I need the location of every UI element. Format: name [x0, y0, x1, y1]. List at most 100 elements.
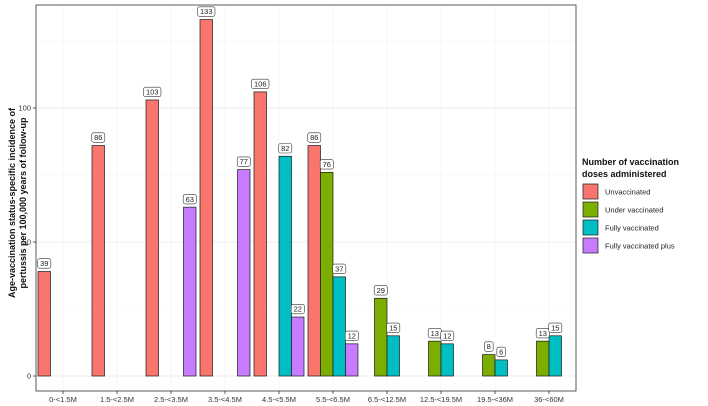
data-label-fully-vaccinated-12-5-19-5m: 12 — [440, 330, 455, 341]
bar-fully-vaccinated-plus-3-5-4-5m — [237, 169, 251, 377]
data-label-box — [278, 143, 293, 154]
x-tick-label-2-5-3-5m: 2.5-<3.5M — [154, 395, 188, 404]
legend-label-under-vaccinated: Under vaccinated — [605, 206, 663, 215]
data-label-value: 15 — [551, 323, 559, 332]
data-label-box — [332, 263, 347, 274]
bar-fully-vaccinated-36-60m — [548, 335, 562, 377]
bar-under-vaccinated-19-5-36m — [482, 354, 496, 377]
y-tick-label: 100 — [18, 104, 31, 113]
bar-under-vaccinated-36-60m — [536, 340, 550, 377]
bar-under-vaccinated-12-5-19-5m — [428, 340, 442, 377]
x-tick-label-4-5-5-5m: 4.5-<5.5M — [262, 395, 296, 404]
bar-unvaccinated-5-5-6-5m — [307, 145, 321, 377]
x-tick-label-5-5-6-5m: 5.5-<6.5M — [316, 395, 350, 404]
bar-fully-vaccinated-6-5-12-5m — [386, 335, 400, 377]
data-label-fully-vaccinated-4-5-5-5m: 82 — [278, 143, 293, 154]
x-tick-label-0-1-5m: 0-<1.5M — [49, 395, 77, 404]
x-tick-label-12-5-19-5m: 12.5-<19.5M — [420, 395, 462, 404]
data-label-value: 77 — [240, 157, 248, 166]
data-label-fully-vaccinated-5-5-6-5m: 37 — [332, 263, 347, 274]
data-label-value: 86 — [310, 133, 318, 142]
data-label-box — [440, 330, 455, 341]
data-label-value: 22 — [294, 305, 302, 314]
data-label-under-vaccinated-6-5-12-5m: 29 — [373, 285, 388, 296]
data-label-box — [373, 285, 388, 296]
data-label-value: 86 — [94, 133, 102, 142]
x-tick-label-6-5-12-5m: 6.5-<12.5M — [368, 395, 406, 404]
x-tick-label-36-60m: 36-<60M — [534, 395, 564, 404]
data-label-value: 133 — [200, 7, 213, 16]
data-label-unvaccinated-5-5-6-5m: 86 — [307, 132, 322, 143]
data-label-box — [307, 132, 322, 143]
bar-fully-vaccinated-4-5-5-5m — [278, 155, 292, 377]
data-label-under-vaccinated-36-60m: 13 — [535, 328, 550, 339]
data-label-fully-vaccinated-6-5-12-5m: 15 — [386, 322, 401, 333]
y-axis-label-line-2: pertussis per 100,000 years of follow-up — [18, 117, 28, 289]
data-label-value: 29 — [377, 286, 385, 295]
legend: Number of vaccination doses administered… — [582, 157, 679, 254]
legend-swatch-under-vaccinated — [582, 201, 599, 218]
data-label-box — [91, 132, 106, 143]
legend-swatch-fully-vaccinated-plus — [582, 237, 599, 254]
data-label-fully-vaccinated-plus-5-5-6-5m: 12 — [344, 330, 359, 341]
legend-title-line-2: doses administered — [582, 169, 667, 179]
data-label-box — [496, 346, 506, 357]
data-label-value: 76 — [323, 160, 331, 169]
data-label-unvaccinated-2-5-3-5m: 103 — [143, 86, 162, 98]
legend-title-line-1: Number of vaccination — [582, 157, 679, 167]
data-label-unvaccinated-0-1-5m: 39 — [37, 258, 52, 269]
bar-fully-vaccinated-5-5-6-5m — [332, 276, 346, 377]
data-label-box — [251, 78, 270, 89]
data-label-value: 6 — [499, 348, 503, 357]
data-label-box — [143, 86, 162, 98]
data-label-value: 106 — [254, 80, 267, 89]
data-label-box — [236, 156, 251, 167]
legend-label-fully-vaccinated-plus: Fully vaccinated plus — [605, 242, 675, 251]
data-label-unvaccinated-3-5-4-5m: 133 — [197, 6, 216, 17]
data-label-box — [484, 341, 494, 352]
data-label-value: 13 — [539, 329, 547, 338]
legend-swatch-unvaccinated — [582, 183, 599, 200]
bar-unvaccinated-3-5-4-5m — [199, 19, 213, 377]
y-axis-label-line-1: Age-vaccination status-specific incidenc… — [7, 107, 17, 298]
y-tick-label: 50 — [23, 238, 31, 247]
data-label-under-vaccinated-12-5-19-5m: 13 — [427, 328, 442, 339]
data-label-value: 8 — [487, 342, 491, 351]
data-label-under-vaccinated-19-5-36m: 8 — [484, 341, 494, 352]
x-tick-label-3-5-4-5m: 3.5-<4.5M — [208, 395, 242, 404]
y-axis-label: Age-vaccination status-specific incidenc… — [7, 107, 28, 298]
data-label-box — [290, 303, 305, 315]
data-label-value: 103 — [146, 88, 159, 97]
bar-unvaccinated-1-5-2-5m — [91, 145, 105, 377]
y-tick-label: 0 — [27, 372, 31, 381]
data-label-box — [182, 194, 197, 205]
bar-under-vaccinated-6-5-12-5m — [374, 297, 388, 377]
data-label-value: 37 — [335, 264, 343, 273]
plot-panel — [35, 4, 577, 392]
x-tick-label-19-5-36m: 19.5-<36M — [477, 395, 513, 404]
bar-unvaccinated-2-5-3-5m — [145, 99, 159, 377]
bar-unvaccinated-0-1-5m — [37, 271, 51, 377]
bar-fully-vaccinated-12-5-19-5m — [440, 343, 454, 377]
legend-label-fully-vaccinated: Fully vaccinated — [605, 224, 659, 233]
data-label-value: 63 — [186, 195, 194, 204]
data-label-fully-vaccinated-plus-2-5-3-5m: 63 — [182, 194, 197, 205]
data-label-fully-vaccinated-plus-4-5-5-5m: 22 — [290, 303, 305, 315]
data-label-box — [319, 159, 334, 170]
data-label-value: 15 — [389, 323, 397, 332]
bar-fully-vaccinated-19-5-36m — [494, 359, 508, 377]
data-label-box — [37, 258, 52, 269]
legend-label-unvaccinated: Unvaccinated — [605, 188, 650, 197]
legend-swatch-fully-vaccinated — [582, 219, 599, 236]
data-label-box — [535, 328, 550, 339]
bar-fully-vaccinated-plus-2-5-3-5m — [183, 206, 197, 377]
data-label-fully-vaccinated-19-5-36m: 6 — [496, 346, 506, 357]
data-label-box — [548, 322, 563, 333]
data-label-value: 12 — [443, 331, 451, 340]
data-label-value: 13 — [431, 329, 439, 338]
data-label-value: 82 — [281, 144, 289, 153]
x-tick-label-1-5-2-5m: 1.5-<2.5M — [100, 395, 134, 404]
data-label-box — [386, 322, 401, 333]
data-label-unvaccinated-1-5-2-5m: 86 — [91, 132, 106, 143]
